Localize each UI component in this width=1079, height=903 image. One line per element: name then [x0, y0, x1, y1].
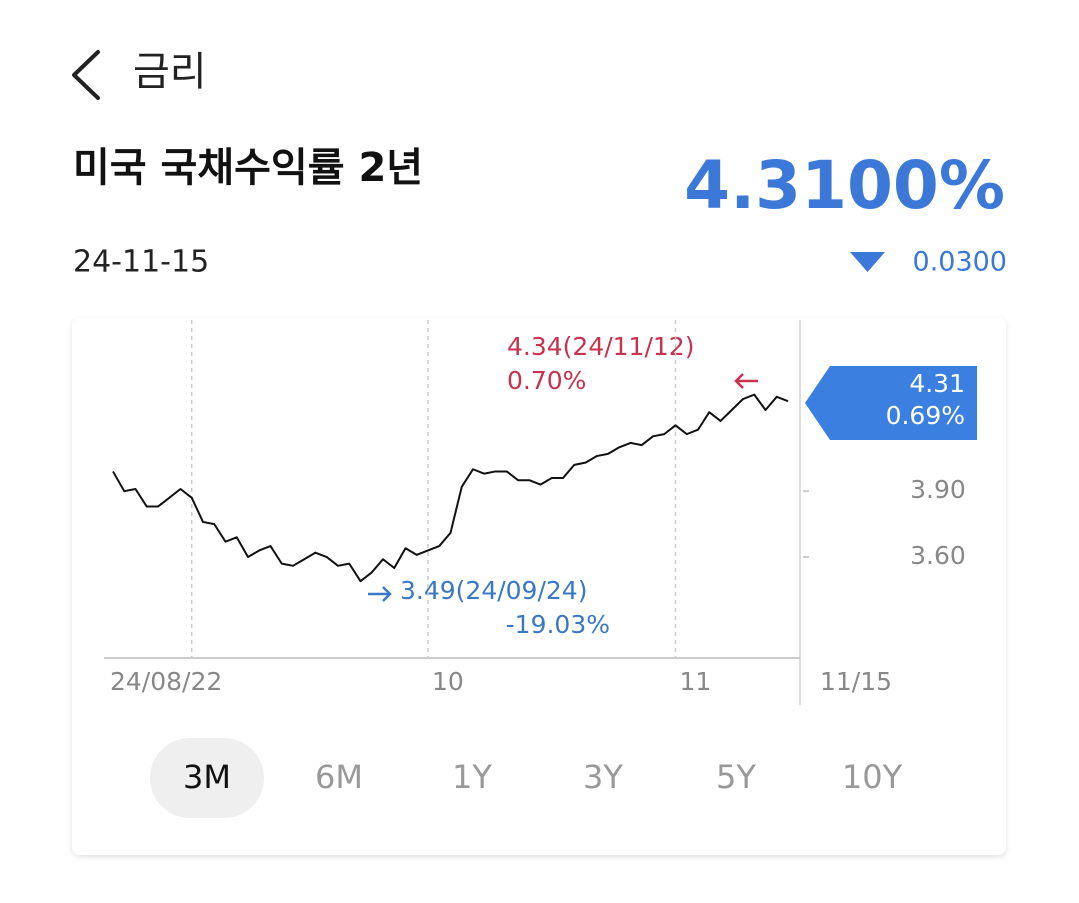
period-tab[interactable]: 1Y: [452, 758, 492, 796]
current-change: 0.69%: [886, 401, 965, 430]
period-tab[interactable]: 3Y: [583, 758, 623, 796]
price: 4.3100%: [684, 147, 1005, 224]
tab-selected-bg: [150, 738, 264, 818]
period-tab[interactable]: 3M: [183, 758, 231, 796]
high-change: 0.70%: [507, 366, 586, 395]
x-tick-label: 11: [680, 667, 712, 696]
high-label: 4.34(24/11/12): [507, 332, 694, 361]
x-tick-label: 24/08/22: [110, 667, 222, 696]
y-tick-label: 3.90: [910, 475, 966, 504]
series-line: [112, 393, 789, 583]
back-button[interactable]: [72, 50, 100, 100]
current-value: 4.31: [909, 369, 965, 398]
low-change: -19.03%: [506, 610, 610, 639]
x-tick-label: 10: [432, 667, 464, 696]
current-tag: [805, 366, 977, 440]
period-tab[interactable]: 6M: [315, 758, 363, 796]
high-arrow: [734, 373, 758, 389]
down-triangle: [850, 252, 885, 272]
y-tick-label: 3.60: [910, 541, 966, 570]
page-title: 금리: [133, 49, 207, 95]
date: 24-11-15: [73, 245, 209, 280]
low-label: 3.49(24/09/24): [400, 576, 587, 605]
low-arrow: [368, 586, 392, 602]
x-tick-label: 11/15: [820, 667, 892, 696]
change: 0.0300: [913, 247, 1007, 278]
chart-card: [72, 318, 1006, 855]
period-tab[interactable]: 5Y: [716, 758, 756, 796]
instrument-name: 미국 국채수익률 2년: [73, 145, 423, 191]
period-tab[interactable]: 10Y: [842, 758, 903, 796]
